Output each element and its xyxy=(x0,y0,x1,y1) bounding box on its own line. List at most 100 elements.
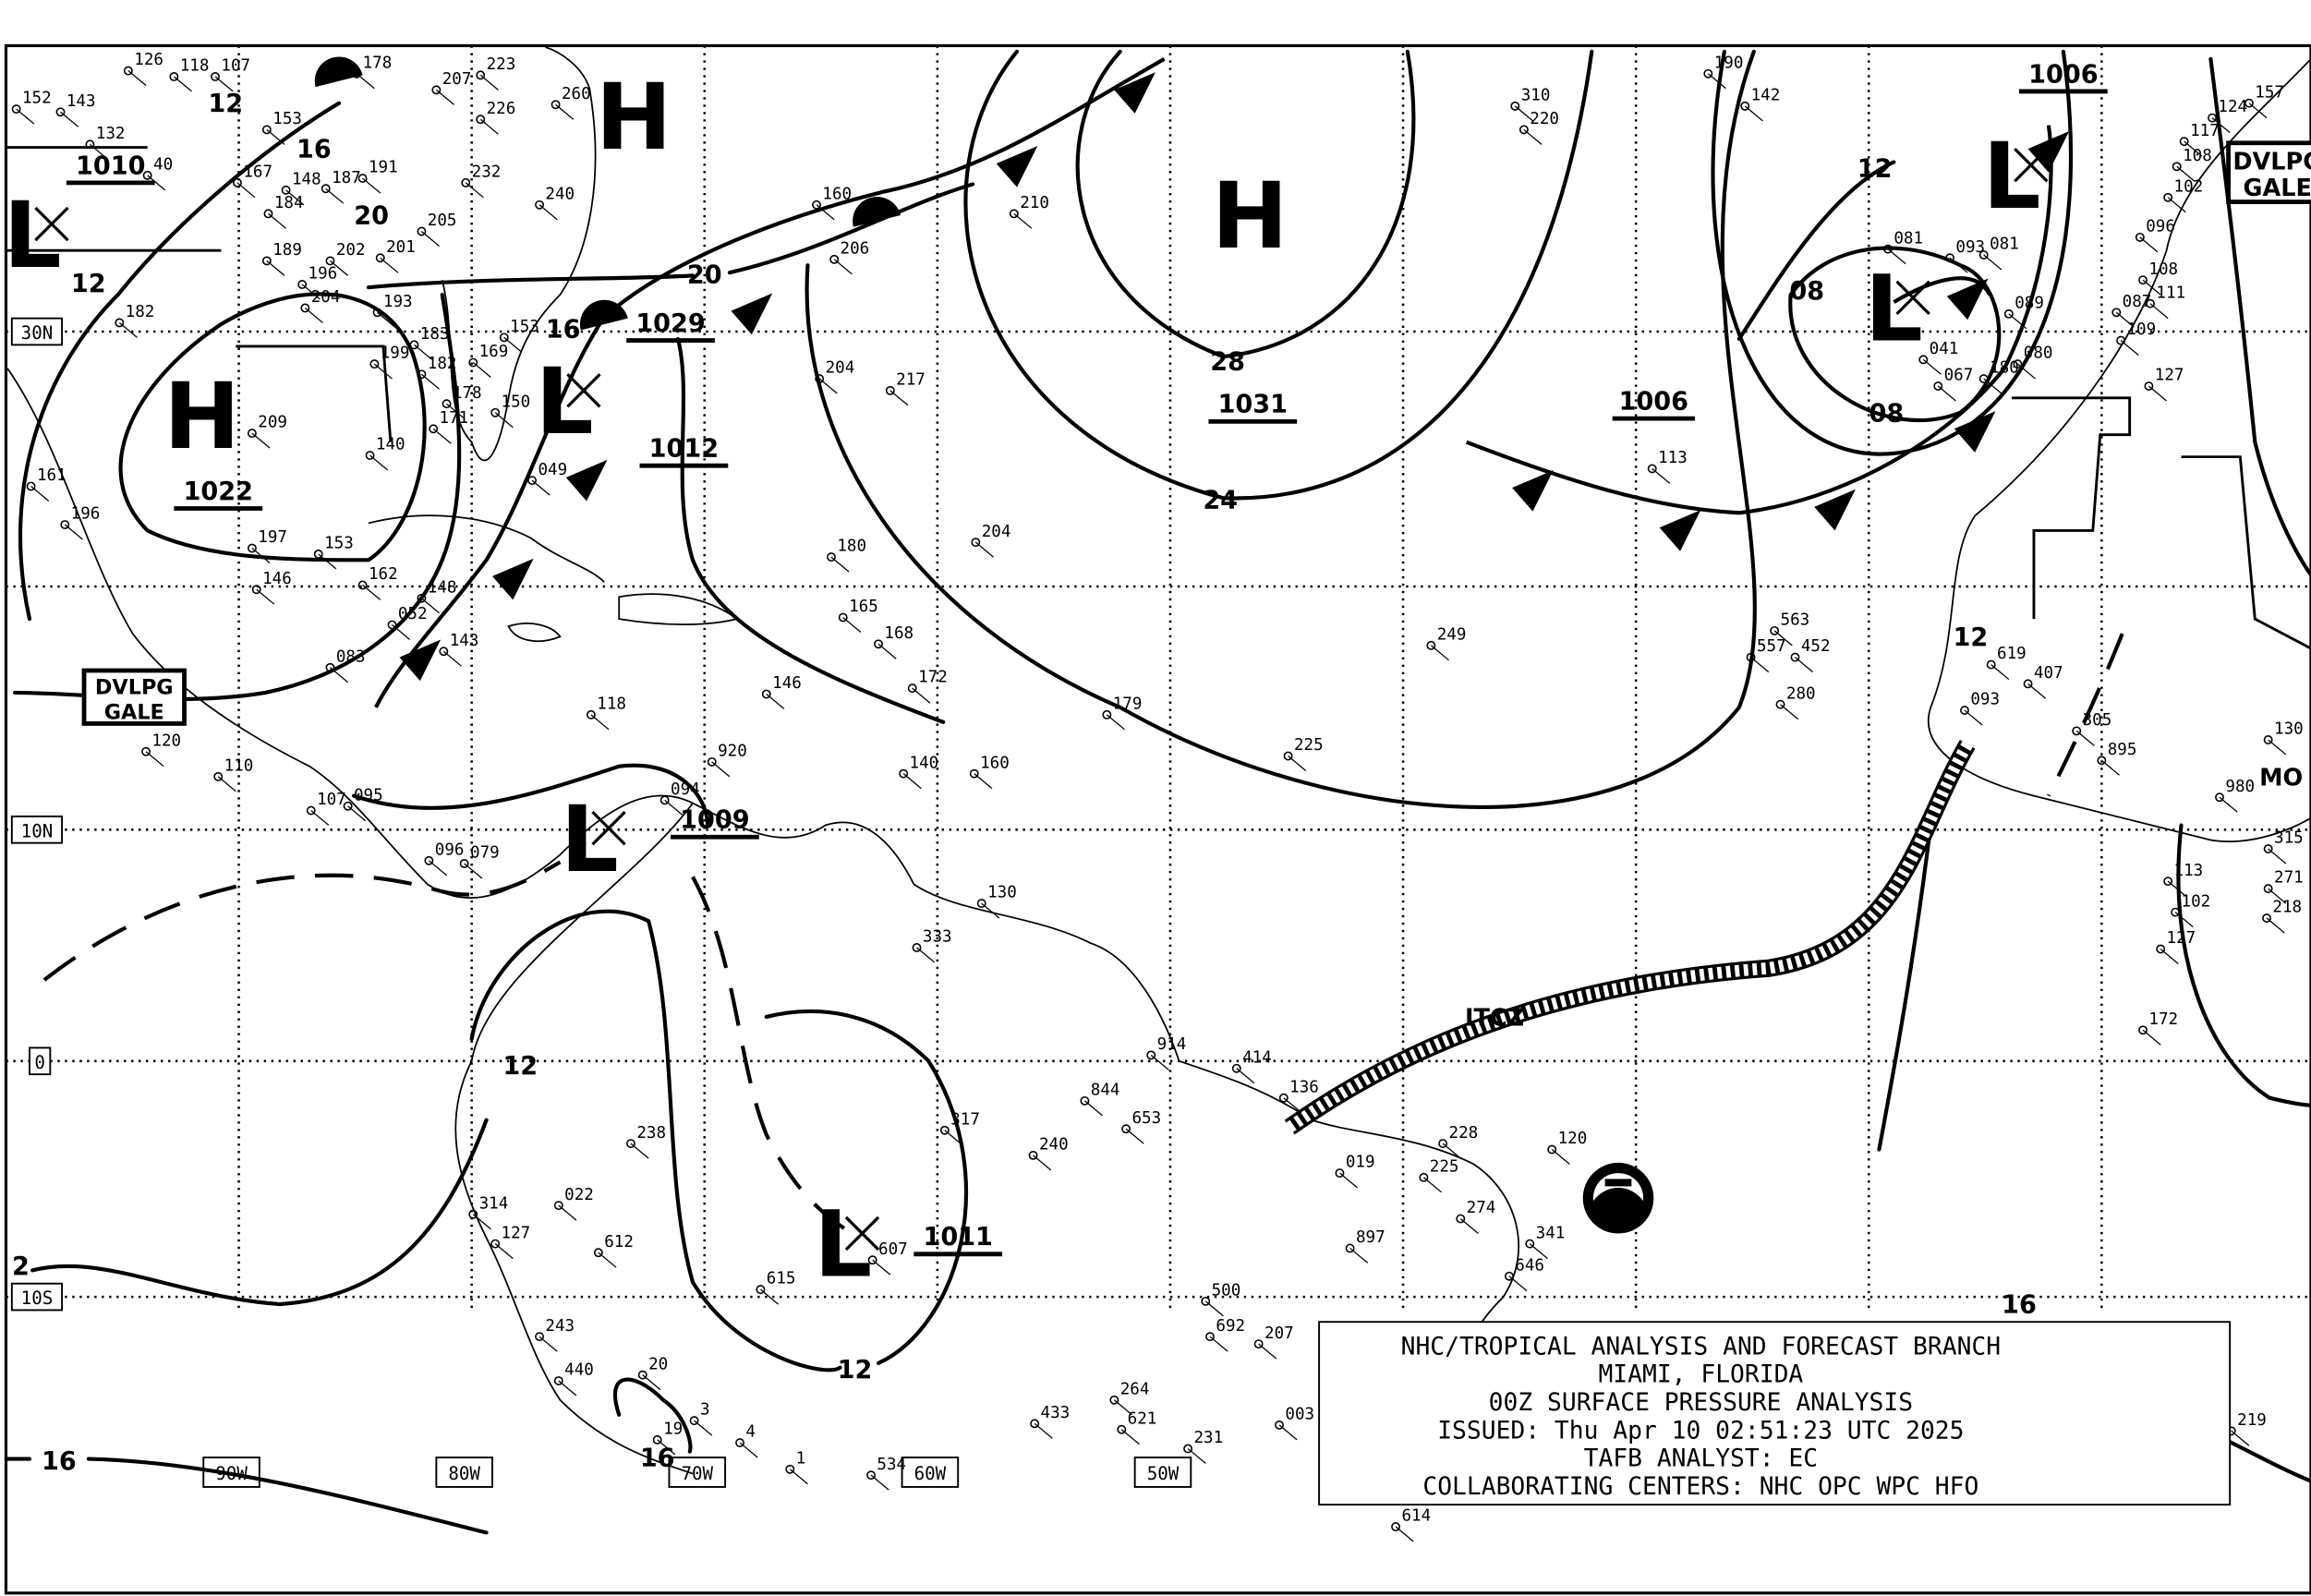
isobar-label: 16 xyxy=(296,136,332,164)
station-pressure-value: 280 xyxy=(1786,684,1816,703)
station-plot: 563 xyxy=(1770,611,1809,647)
wind-barb-icon xyxy=(870,1474,889,1491)
station-circle-icon xyxy=(1918,355,1929,365)
station-plot: 130 xyxy=(2263,720,2304,756)
station-plot: 895 xyxy=(2097,741,2136,776)
wind-barb-icon xyxy=(1523,128,1543,145)
station-pressure-value: 167 xyxy=(243,163,272,181)
station-plot: 204 xyxy=(815,359,854,394)
wind-barb-icon xyxy=(1442,1143,1461,1159)
station-pressure-value: 179 xyxy=(1113,695,1143,713)
station-circle-icon xyxy=(1933,381,1943,391)
wind-barb-icon xyxy=(465,182,484,199)
station-circle-icon xyxy=(1117,1424,1127,1434)
station-circle-icon xyxy=(2215,792,2224,803)
station-circle-icon xyxy=(838,612,848,623)
station-plot: 204 xyxy=(971,523,1010,558)
longitude-label: 80W xyxy=(448,1463,480,1484)
station-plot: 228 xyxy=(1438,1124,1479,1159)
station-plot: 180 xyxy=(827,538,866,573)
station-pressure-value: 095 xyxy=(354,786,383,804)
station-pressure-value: 182 xyxy=(126,303,155,321)
station-plot: 206 xyxy=(829,239,869,275)
station-circle-icon xyxy=(866,1470,877,1481)
station-pressure-value: 226 xyxy=(487,100,516,118)
station-pressure-value: 080 xyxy=(2024,345,2053,363)
station-circle-icon xyxy=(553,1376,563,1385)
station-circle-icon xyxy=(313,549,323,559)
wind-barb-icon xyxy=(1983,254,2002,271)
wind-barb-icon xyxy=(538,1336,558,1352)
station-pressure-value: 113 xyxy=(1658,449,1688,467)
station-plot: 240 xyxy=(535,185,575,221)
station-pressure-value: 202 xyxy=(336,241,366,260)
station-pressure-value: 980 xyxy=(2225,778,2255,796)
station-plot: 143 xyxy=(439,632,478,667)
station-pressure-value: 172 xyxy=(2148,1010,2178,1029)
wind-barb-icon xyxy=(268,212,287,229)
station-pressure-value: 653 xyxy=(1131,1109,1161,1128)
noaa-logo xyxy=(1582,1162,1654,1234)
station-plot: 093 xyxy=(1945,238,1985,273)
station-plot: 226 xyxy=(476,100,516,135)
wind-barb-icon xyxy=(711,761,731,778)
station-plot: 171 xyxy=(429,409,468,444)
station-pressure-value: 228 xyxy=(1449,1124,1479,1143)
wind-barb-icon xyxy=(1288,756,1307,771)
station-circle-icon xyxy=(2171,907,2181,917)
station-circle-icon xyxy=(829,254,840,264)
wind-barb-icon xyxy=(1204,1300,1224,1317)
station-circle-icon xyxy=(321,184,331,194)
latitude-label-box xyxy=(10,1282,64,1312)
station-circle-icon xyxy=(735,1438,744,1448)
wind-barb-icon xyxy=(558,1204,577,1221)
station-circle-icon xyxy=(1231,1063,1241,1073)
station-circle-icon xyxy=(490,1239,501,1249)
station-circle-icon xyxy=(689,1416,699,1426)
station-pressure-value: 127 xyxy=(2167,929,2196,948)
station-plot: 152 xyxy=(11,90,52,125)
station-plot: 130 xyxy=(976,884,1017,919)
station-circle-icon xyxy=(867,1255,877,1265)
station-plot: 124 xyxy=(2208,98,2247,134)
station-circle-icon xyxy=(1518,125,1529,135)
station-pressure-value: 022 xyxy=(564,1186,594,1204)
wind-barb-icon xyxy=(173,76,192,92)
station-pressure-value: 127 xyxy=(502,1224,531,1242)
wind-barb-icon xyxy=(630,1143,649,1159)
wind-barb-icon xyxy=(916,947,936,963)
station-pressure-value: 140 xyxy=(910,754,939,772)
isobar-label: 16 xyxy=(640,1445,675,1473)
station-plot: 127 xyxy=(2144,367,2184,402)
station-pressure-value: 271 xyxy=(2274,869,2304,888)
title-line-analyst: TAFB ANALYST: EC xyxy=(1584,1445,1818,1473)
station-circle-icon xyxy=(1945,253,1954,263)
station-plot: 120 xyxy=(1547,1130,1587,1165)
station-circle-icon xyxy=(907,683,917,694)
mo-label: MO xyxy=(2259,764,2303,792)
wind-barb-icon xyxy=(217,776,236,792)
station-circle-icon xyxy=(261,256,272,266)
station-pressure-value: 041 xyxy=(1930,340,1959,358)
station-pressure-value: 067 xyxy=(1944,367,1974,385)
station-plot: 614 xyxy=(1391,1507,1431,1542)
station-circle-icon xyxy=(300,303,310,313)
isobar-label: 12 xyxy=(502,1052,538,1081)
isobar-label: 28 xyxy=(1210,347,1245,376)
longitude-label: 60W xyxy=(914,1463,947,1484)
station-circle-icon xyxy=(885,385,895,395)
isobar-label: 12 xyxy=(71,270,106,298)
latitude-label: 30N xyxy=(21,322,54,344)
wind-barb-icon xyxy=(2184,140,2203,157)
station-circle-icon xyxy=(417,593,427,603)
station-circle-icon xyxy=(1426,640,1436,650)
station-plot: 041 xyxy=(1918,340,1959,375)
wind-barb-icon xyxy=(318,553,337,570)
wind-barb-icon xyxy=(1395,1526,1414,1542)
station-circle-icon xyxy=(969,768,979,779)
station-pressure-value: 844 xyxy=(1091,1082,1120,1100)
station-circle-icon xyxy=(812,200,821,210)
station-circle-icon xyxy=(1283,751,1293,761)
station-pressure-value: 240 xyxy=(1039,1136,1069,1155)
